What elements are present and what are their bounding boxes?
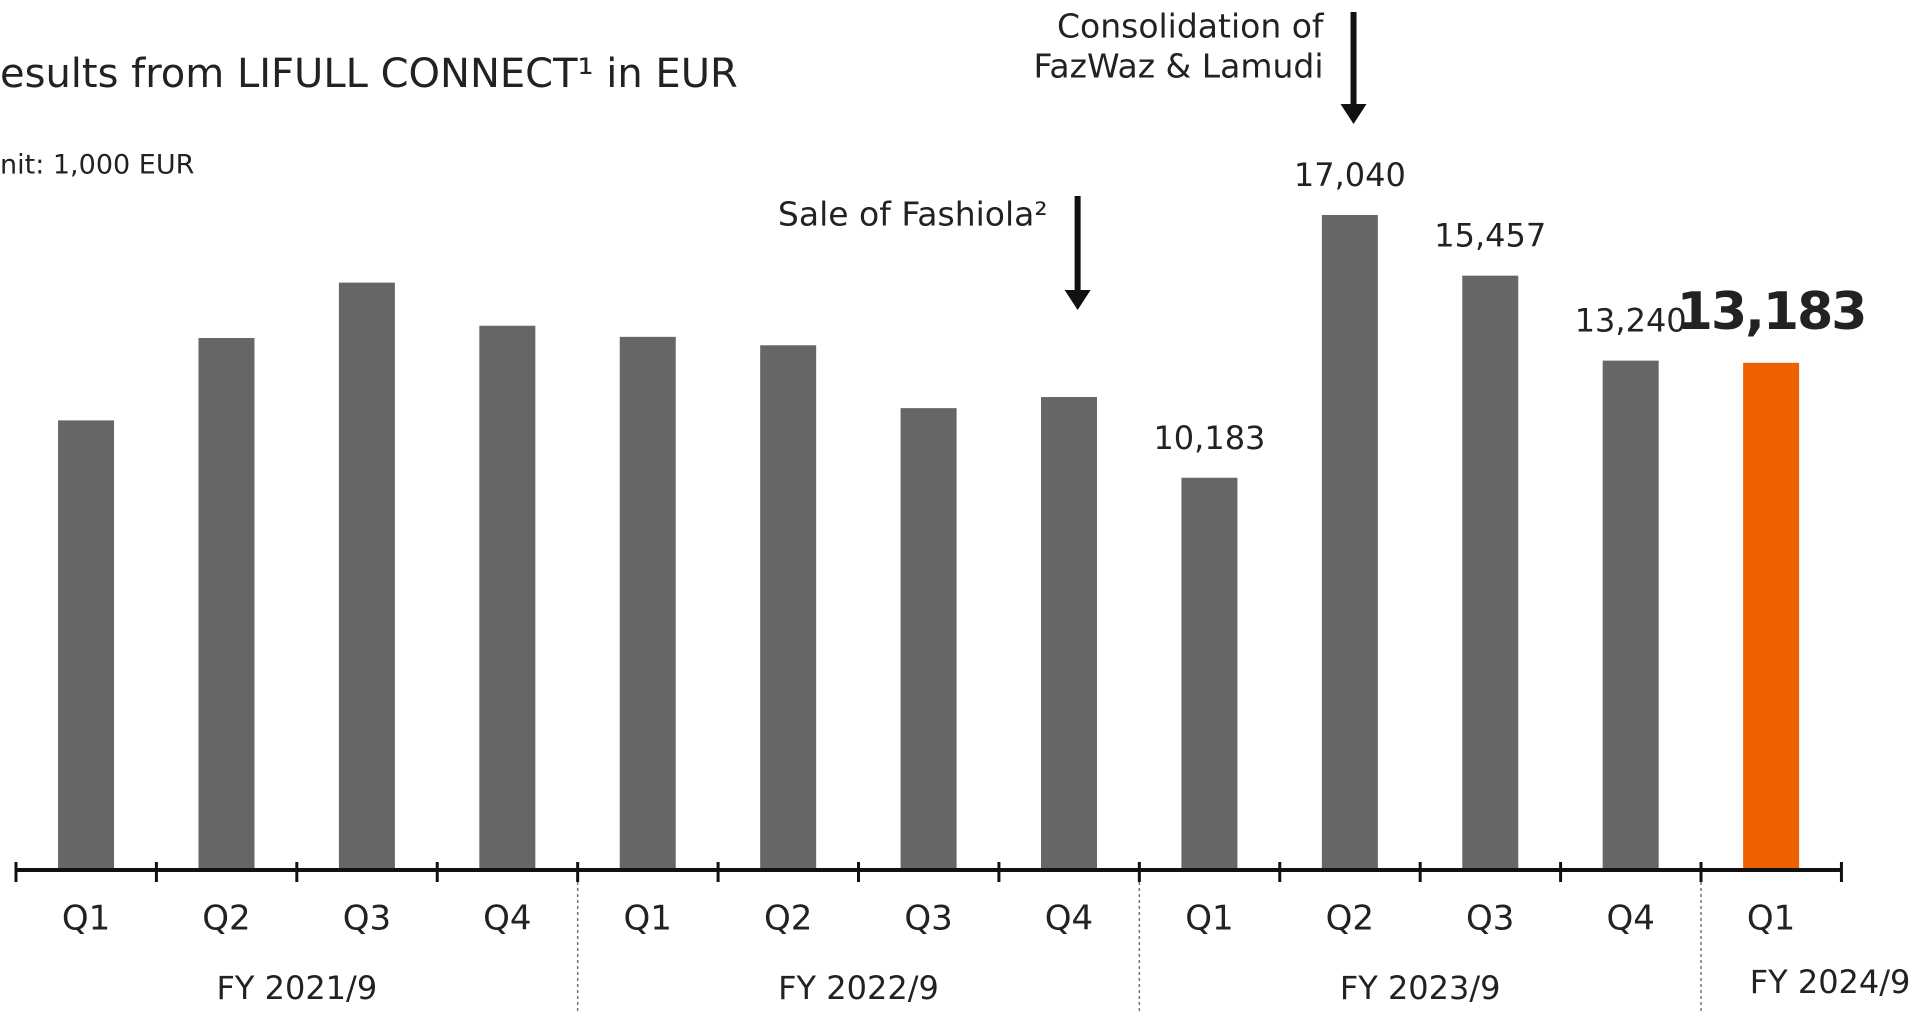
value-label: 13,240 — [1575, 302, 1687, 340]
x-tick-label: Q4 — [1045, 899, 1093, 939]
bar — [1321, 214, 1378, 868]
group-label: FY 2023/9 — [1340, 969, 1501, 1007]
group-label: FY 2021/9 — [216, 969, 377, 1007]
x-tick-label: Q1 — [62, 899, 110, 939]
value-label: 13,183 — [1677, 282, 1866, 342]
annotation: Sale of Fashiola² — [778, 195, 1048, 234]
x-tick-label: Q3 — [904, 899, 952, 939]
x-tick-label: Q4 — [483, 899, 531, 939]
bar — [760, 345, 817, 868]
bar — [900, 408, 957, 868]
chart-subtitle: nit: 1,000 EUR — [0, 150, 194, 181]
x-tick-label: Q2 — [202, 899, 250, 939]
group-label: FY 2022/9 — [778, 969, 939, 1007]
bar — [338, 282, 395, 868]
value-label: 15,457 — [1434, 217, 1546, 255]
arrow-head — [1064, 290, 1091, 310]
value-label: 10,183 — [1153, 419, 1265, 457]
x-tick-label: Q3 — [343, 899, 391, 939]
x-tick-label: Q4 — [1606, 899, 1654, 939]
value-label: 17,040 — [1294, 156, 1406, 194]
x-tick-label: Q2 — [764, 899, 812, 939]
bar — [1743, 362, 1800, 868]
annotation: FazWaz & Lamudi — [1033, 47, 1323, 86]
x-tick-label: Q1 — [1185, 899, 1233, 939]
chart-title: esults from LIFULL CONNECT¹ in EUR — [0, 51, 738, 97]
x-tick-label: Q1 — [624, 899, 672, 939]
bar — [1462, 275, 1519, 868]
arrow-head — [1340, 104, 1367, 124]
bar — [1181, 477, 1238, 868]
bar — [479, 325, 536, 868]
x-tick-label: Q2 — [1326, 899, 1374, 939]
group-label: FY 2024/9 — [1750, 963, 1911, 1001]
bar — [1041, 397, 1098, 868]
bar — [58, 420, 115, 868]
x-tick-label: Q1 — [1747, 899, 1795, 939]
bar — [1602, 360, 1659, 868]
x-tick-label: Q3 — [1466, 899, 1514, 939]
bar — [619, 336, 676, 868]
annotation: Consolidation of — [1057, 7, 1325, 46]
bar — [198, 338, 255, 868]
